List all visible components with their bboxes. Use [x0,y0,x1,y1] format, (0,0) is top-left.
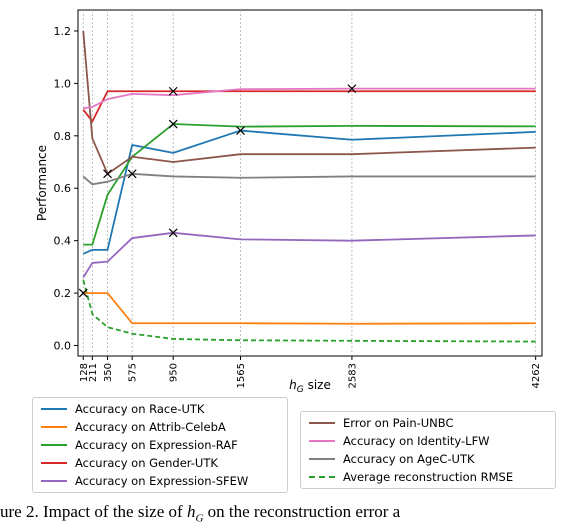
series-line [83,87,536,110]
x-axis-label: hG size [289,378,331,395]
legend-label: Accuracy on AgeC-UTK [343,452,475,466]
x-tick-label: 950 [169,363,180,382]
legend-label: Accuracy on Expression-RAF [75,438,238,452]
x-marker [168,86,178,96]
plot-frame [77,9,543,357]
x-axis-label-symbol: h [289,378,297,392]
x-marker [127,169,137,179]
legend-item: Average reconstruction RMSE [309,469,513,485]
legend-swatch [41,426,67,428]
series-line [82,279,536,343]
series-lines [82,30,536,343]
series-line [82,231,536,278]
legend-label: Accuracy on Attrib-CelebA [75,420,226,434]
series-line [83,123,536,246]
x-marker [168,119,178,129]
x-tick-label: 350 [103,363,114,382]
legend-right: Error on Pain-UNBC Accuracy on Identity-… [300,411,556,489]
y-tick-label: 0.8 [54,130,72,143]
legend-swatch [41,480,67,482]
x-marker [347,84,357,94]
y-tick-label: 1.2 [54,25,72,38]
legend-item: Accuracy on Attrib-CelebA [41,419,226,435]
legend-label: Accuracy on Gender-UTK [75,456,218,470]
caption-symbol: h [186,502,196,521]
x-tick-label: 211 [88,363,99,382]
legend-item: Accuracy on Expression-SFEW [41,473,248,489]
legend-label: Accuracy on Expression-SFEW [75,474,249,488]
legend-item: Error on Pain-UNBC [309,415,454,431]
legend-left: Accuracy on Race-UTK Accuracy on Attrib-… [32,397,288,493]
gridlines [82,10,537,356]
y-tick-label: 1.0 [54,77,72,90]
series-line [82,30,536,175]
series-line [82,90,536,123]
legend-label: Accuracy on Identity-LFW [343,434,490,448]
x-tick-label: 4262 [531,363,542,388]
legend-swatch [309,422,335,424]
legend-swatch [309,440,335,442]
x-tick-label: 2583 [347,363,358,388]
legend-item: Accuracy on Expression-RAF [41,437,238,453]
figure-caption: ure 2. Impact of the size of hG on the r… [0,502,576,524]
legend-item: Accuracy on Race-UTK [41,401,204,417]
legend-label: Average reconstruction RMSE [343,470,514,484]
x-marker [78,288,88,298]
y-tick-label: 0.6 [54,182,72,195]
x-markers [78,84,357,298]
series-line [82,172,536,186]
y-tick-label: 0.0 [54,340,72,353]
caption-prefix: ure 2. Impact of the size of [0,502,187,521]
x-marker [236,126,245,136]
x-axis-label-subscript: G [297,385,304,395]
legend-item: Accuracy on Gender-UTK [41,455,218,471]
x-marker [168,228,178,238]
y-tick-label: 0.4 [54,235,72,248]
legend-swatch [309,476,335,478]
y-axis-label: Performance [35,145,49,221]
series-line [82,129,536,255]
caption-subscript: G [195,512,204,525]
legend-swatch [309,458,335,460]
legend-label: Accuracy on Race-UTK [75,402,205,416]
legend-swatch [41,408,67,410]
legend-label: Error on Pain-UNBC [343,416,454,430]
x-marker [103,169,112,179]
x-tick-label: 1565 [236,363,247,388]
legend-swatch [41,444,67,446]
x-tick-label: 575 [128,363,139,382]
legend-item: Accuracy on AgeC-UTK [309,451,475,467]
x-tick-label: 128 [79,363,90,382]
caption-suffix: on the reconstruction error a [203,502,401,521]
legend-swatch [41,462,67,464]
x-axis-label-rest: size [304,378,331,392]
y-tick-label: 0.2 [54,287,72,300]
legend-item: Accuracy on Identity-LFW [309,433,490,449]
series-line [83,292,536,325]
